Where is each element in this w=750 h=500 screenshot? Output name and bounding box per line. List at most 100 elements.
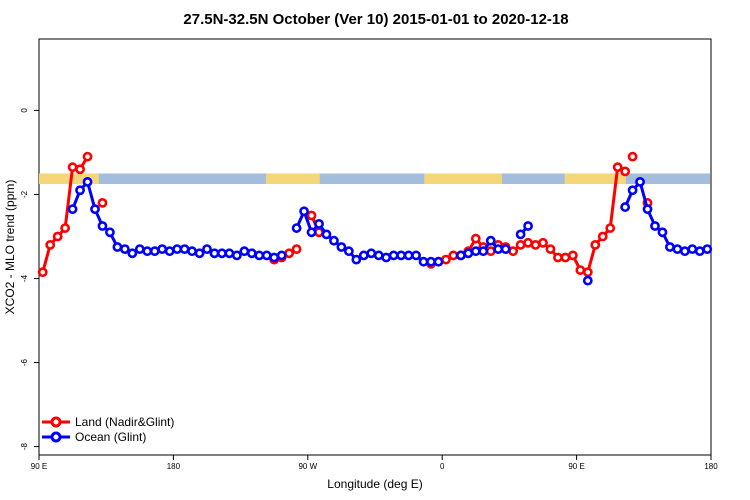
data-point (672, 244, 683, 255)
data-point (202, 244, 212, 255)
y-tick-label: 0 (20, 108, 29, 113)
data-point (582, 267, 593, 278)
data-point (276, 250, 287, 261)
x-tick-label: 90 E (568, 462, 584, 471)
data-point (411, 250, 421, 261)
data-point (478, 246, 489, 257)
data-point (433, 256, 444, 267)
data-point (306, 227, 317, 238)
data-point (209, 248, 220, 259)
y-tick-label: -2 (20, 190, 29, 198)
data-point (627, 151, 638, 162)
data-point (284, 248, 295, 259)
legend: Land (Nadir&Glint) Ocean (Glint) (42, 415, 174, 444)
data-point (575, 265, 586, 276)
band-land-segment (39, 173, 99, 184)
y-tick-label: -8 (20, 442, 29, 450)
data-point (545, 244, 556, 255)
data-point (366, 248, 377, 259)
data-point (605, 223, 616, 233)
data-point (336, 242, 347, 252)
data-point (187, 246, 197, 257)
data-point (702, 244, 713, 255)
data-point (620, 166, 631, 177)
data-point (373, 250, 384, 261)
data-point (149, 246, 160, 257)
data-point (231, 250, 242, 261)
y-axis-label: XCO2 - MLO trend (ppm) (3, 180, 17, 315)
data-point (60, 223, 71, 233)
data-point (52, 231, 63, 242)
data-point (448, 250, 459, 261)
data-point (470, 233, 481, 244)
data-point (82, 176, 93, 187)
data-point (67, 162, 78, 173)
data-point (426, 256, 436, 267)
data-point (530, 239, 541, 250)
data-point (142, 246, 153, 257)
data-point (119, 244, 130, 255)
data-point (321, 229, 332, 240)
data-point (291, 244, 302, 255)
data-point (508, 246, 519, 257)
data-point (112, 242, 123, 252)
series-ocean (67, 176, 713, 286)
data-point (485, 246, 496, 257)
data-point (246, 248, 257, 259)
data-point (75, 185, 85, 196)
data-point (45, 239, 56, 250)
data-point (590, 239, 601, 250)
data-point (291, 223, 302, 233)
data-point (172, 244, 183, 255)
x-tick-label: 180 (704, 462, 718, 471)
y-tick-label: -4 (20, 274, 29, 282)
data-point (314, 218, 324, 229)
data-point (134, 244, 145, 255)
data-point (105, 227, 115, 238)
data-point (351, 254, 362, 265)
x-axis: 90 E 180 90 W 0 90 E 180 (31, 455, 718, 471)
data-point (687, 244, 698, 255)
data-point (567, 250, 578, 261)
data-point (299, 206, 309, 217)
chart-title: 27.5N-32.5N October (Ver 10) 2015-01-01 … (183, 11, 568, 28)
legend-land-marker (50, 416, 62, 428)
band-land-segment (424, 173, 502, 184)
data-point (269, 252, 280, 263)
data-point (179, 244, 190, 255)
data-point (515, 239, 526, 250)
data-point (441, 254, 451, 265)
data-point (657, 227, 668, 238)
data-point (381, 252, 392, 263)
data-point (635, 176, 645, 187)
data-point (396, 250, 407, 261)
data-point (665, 242, 675, 252)
legend-ocean-marker (50, 431, 62, 443)
data-point (67, 204, 78, 215)
data-point (455, 250, 466, 261)
data-point (679, 246, 690, 257)
data-point (403, 250, 414, 261)
data-point (523, 237, 533, 248)
x-tick-label: 180 (167, 462, 181, 471)
data-point (329, 235, 339, 246)
data-point (642, 204, 653, 215)
data-point (612, 162, 623, 173)
data-point (358, 250, 369, 261)
data-point (538, 237, 548, 248)
data-point (37, 267, 48, 278)
y-axis: 0 -2 -4 -6 -8 (20, 108, 39, 450)
series-layer (37, 151, 713, 286)
data-point (224, 248, 235, 259)
series-line (623, 180, 708, 253)
data-point (157, 244, 168, 255)
data-point (306, 210, 317, 221)
band-land-segment (564, 173, 626, 184)
data-point (75, 164, 85, 175)
data-point (582, 275, 593, 286)
data-point (90, 204, 100, 215)
data-point (239, 246, 250, 257)
x-tick-label: 0 (440, 462, 445, 471)
x-tick-label: 90 W (298, 462, 317, 471)
